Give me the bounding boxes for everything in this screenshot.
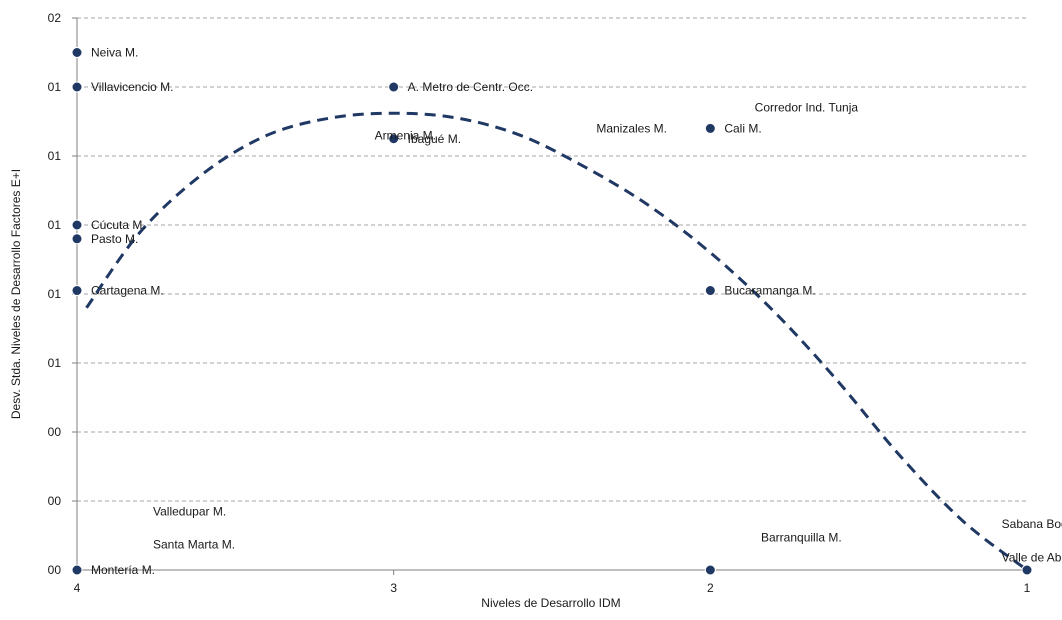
data-point-label: Neiva M. — [91, 46, 138, 60]
y-axis-title: Desv. Stda. Niveles de Desarrollo Factor… — [9, 169, 23, 419]
data-point-label: Villavicencio M. — [91, 80, 173, 94]
y-tick-label: 00 — [48, 494, 62, 508]
y-tick-label: 01 — [48, 356, 62, 370]
data-point-label: Cartagena M. — [91, 284, 164, 298]
annotation-label: Armenia M. — [375, 128, 436, 142]
data-point-label: Cali M. — [724, 121, 761, 135]
data-point — [1021, 564, 1033, 576]
data-point — [71, 233, 83, 245]
y-tick-label: 01 — [48, 218, 62, 232]
data-point — [704, 122, 716, 134]
y-tick-label: 02 — [48, 11, 62, 25]
data-point-label: Cúcuta M. — [91, 218, 146, 232]
data-point — [71, 47, 83, 58]
y-tick-label: 01 — [48, 149, 62, 163]
y-tick-label: 00 — [48, 563, 62, 577]
annotation-label: Santa Marta M. — [153, 537, 235, 551]
y-tick-label: 00 — [48, 425, 62, 439]
data-point — [388, 133, 400, 145]
point-layer — [71, 47, 1033, 576]
data-point-label: Montería M. — [91, 563, 155, 577]
data-point — [71, 81, 83, 93]
annotation-label: Valle de Aburra y O. — [1002, 551, 1062, 565]
data-point — [388, 81, 400, 93]
annotation-label: Manizales M. — [596, 121, 667, 135]
trend-layer — [85, 111, 1028, 572]
data-point — [704, 285, 716, 297]
x-tick-label: 3 — [390, 581, 397, 595]
data-point — [71, 219, 83, 231]
y-tick-label: 01 — [48, 287, 62, 301]
data-point-label: Bucaramanga M. — [724, 284, 815, 298]
data-point — [71, 285, 83, 297]
annotation-label: Barranquilla M. — [761, 531, 842, 545]
x-tick-label: 4 — [74, 581, 81, 595]
trend-line — [85, 111, 1028, 572]
annotation-label: Corredor Ind. Tunja — [755, 101, 859, 115]
grid-layer — [77, 17, 1027, 502]
annotation-label: Sabana Bog. — [1002, 517, 1062, 531]
axis-layer: 00 00 00 01 01 01 01 01 02 4 3 2 1 — [48, 11, 1031, 595]
data-point-label: Ibagué M. — [408, 132, 461, 146]
annotation-label: Valledupar M. — [153, 504, 226, 518]
data-point-label: A. Metro de Centr. Occ. — [408, 80, 533, 94]
label-layer: Neiva M. Villavicencio M. Cúcuta M.Pasto M… — [91, 46, 1062, 578]
data-point — [71, 564, 83, 576]
x-tick-label: 2 — [707, 581, 714, 595]
data-point — [704, 564, 716, 576]
data-point-label: Pasto M. — [91, 232, 138, 246]
x-tick-label: 1 — [1024, 581, 1031, 595]
x-axis-title: Niveles de Desarrollo IDM — [481, 596, 620, 610]
y-tick-label: 01 — [48, 80, 62, 94]
